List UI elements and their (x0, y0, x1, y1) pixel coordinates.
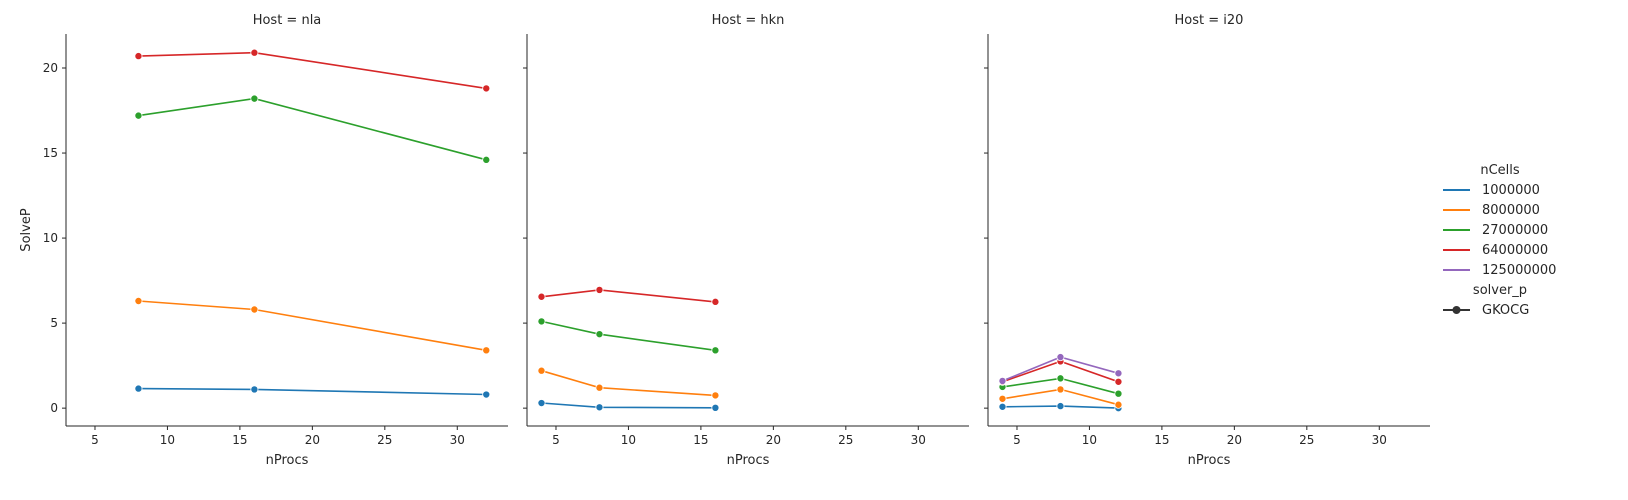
data-point-0-0-1 (250, 385, 259, 394)
x-tick-label-2-20: 20 (1227, 433, 1242, 447)
data-point-0-2-2 (482, 155, 491, 164)
data-point-0-3-1 (250, 48, 259, 57)
x-tick-label-0-20: 20 (305, 433, 320, 447)
data-point-0-0-2 (482, 390, 491, 399)
series-line-0-3 (138, 51, 487, 90)
facet-title-1: Host = hkn (712, 13, 785, 28)
data-point-1-2-0 (537, 317, 546, 326)
x-tick-label-2-5: 5 (1013, 433, 1021, 447)
x-tick-label-1-20: 20 (766, 433, 781, 447)
data-point-2-2-1 (1056, 374, 1065, 383)
x-tick-label-2-15: 15 (1154, 433, 1169, 447)
series-line-1-1 (541, 369, 716, 397)
data-point-2-0-0 (998, 402, 1007, 411)
data-point-1-1-0 (537, 366, 546, 375)
series-line-1-2 (541, 320, 716, 352)
x-tick-label-1-30: 30 (911, 433, 926, 447)
data-point-1-0-0 (537, 399, 546, 408)
data-point-2-3-2 (1114, 377, 1123, 386)
data-point-1-0-1 (595, 403, 604, 412)
data-point-1-2-1 (595, 330, 604, 339)
x-tick-label-1-10: 10 (621, 433, 636, 447)
data-point-0-1-2 (482, 346, 491, 355)
data-point-0-2-1 (250, 94, 259, 103)
data-point-1-0-2 (711, 403, 720, 412)
data-point-1-2-2 (711, 346, 720, 355)
x-tick-label-1-5: 5 (552, 433, 560, 447)
legend-label-1: 8000000 (1482, 203, 1540, 218)
legend-label-4: 125000000 (1482, 263, 1556, 278)
legend-title: nCells (1480, 163, 1520, 178)
series-line-1-0 (541, 402, 716, 409)
data-point-0-2-0 (134, 111, 143, 120)
data-point-2-1-1 (1056, 385, 1065, 394)
data-point-1-3-1 (595, 285, 604, 294)
x-tick-label-1-15: 15 (693, 433, 708, 447)
data-point-0-3-0 (134, 52, 143, 61)
series-line-1-3 (541, 289, 716, 303)
legend-style-title: solver_p (1473, 283, 1527, 298)
x-tick-label-2-25: 25 (1299, 433, 1314, 447)
data-point-2-4-2 (1114, 369, 1123, 378)
data-point-0-3-2 (482, 84, 491, 93)
legend-label-2: 27000000 (1482, 223, 1548, 238)
data-point-1-3-0 (537, 292, 546, 301)
data-point-1-1-2 (711, 391, 720, 400)
facet-title-2: Host = i20 (1175, 13, 1244, 28)
legend-label-3: 64000000 (1482, 243, 1548, 258)
y-tick-label-15: 15 (43, 146, 58, 160)
series-line-0-0 (138, 387, 487, 396)
x-tick-label-2-10: 10 (1082, 433, 1097, 447)
x-tick-label-0-25: 25 (377, 433, 392, 447)
x-tick-label-0-5: 5 (91, 433, 99, 447)
facet-title-0: Host = nla (253, 13, 322, 28)
data-point-2-4-0 (998, 376, 1007, 385)
x-tick-label-2-30: 30 (1372, 433, 1387, 447)
legend-label-0: 1000000 (1482, 183, 1540, 198)
data-point-1-3-2 (711, 297, 720, 306)
data-point-0-1-1 (250, 305, 259, 314)
x-tick-label-0-10: 10 (160, 433, 175, 447)
data-point-0-1-0 (134, 297, 143, 306)
x-axis-title-2: nProcs (1188, 453, 1231, 468)
y-tick-label-0: 0 (50, 401, 58, 415)
series-line-0-2 (138, 97, 487, 161)
series-line-0-1 (138, 300, 487, 352)
x-axis-title-1: nProcs (727, 453, 770, 468)
x-axis-title-0: nProcs (266, 453, 309, 468)
y-axis-title: SolveP (19, 208, 34, 252)
legend-style-label-0: GKOCG (1482, 303, 1529, 318)
data-point-2-0-1 (1056, 402, 1065, 411)
data-point-2-2-2 (1114, 389, 1123, 398)
x-tick-label-0-15: 15 (232, 433, 247, 447)
x-tick-label-1-25: 25 (838, 433, 853, 447)
y-tick-label-10: 10 (43, 231, 58, 245)
y-tick-label-5: 5 (50, 316, 58, 330)
legend-style-marker-0 (1452, 306, 1461, 314)
y-tick-label-20: 20 (43, 61, 58, 75)
data-point-2-1-2 (1114, 400, 1123, 409)
data-point-0-0-0 (134, 384, 143, 393)
data-point-1-1-1 (595, 383, 604, 392)
x-tick-label-0-30: 30 (450, 433, 465, 447)
data-point-2-1-0 (998, 394, 1007, 403)
data-point-2-4-1 (1056, 353, 1065, 362)
